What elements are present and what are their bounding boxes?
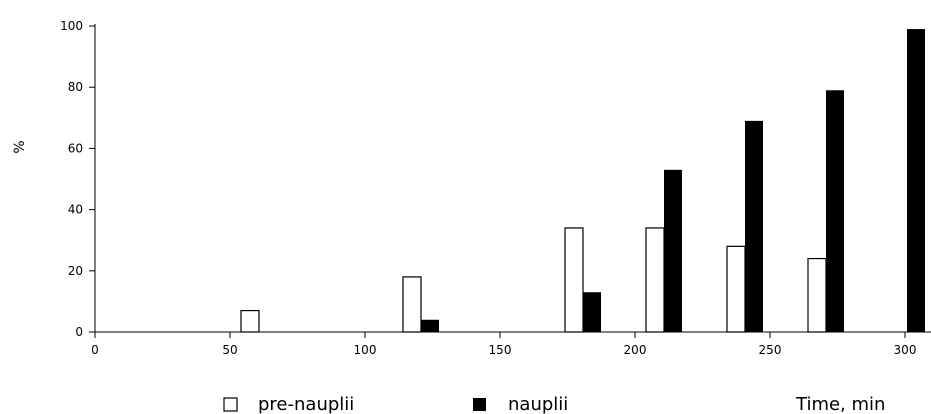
y-tick-label: 0 xyxy=(75,325,83,339)
x-tick-label: 200 xyxy=(624,343,647,357)
bar-pre-nauplii xyxy=(726,245,746,333)
y-tick-label: 80 xyxy=(68,80,83,94)
ticks-group: 0 20 40 60 80 100 0 50 100 150 200 250 300 xyxy=(60,19,916,357)
bar-pre-nauplii xyxy=(564,227,584,333)
legend-swatch-pre-nauplii xyxy=(223,397,238,412)
legend: pre-nauplii nauplii xyxy=(223,394,568,414)
y-axis-title: % xyxy=(12,140,28,153)
y-tick-label: 40 xyxy=(68,203,83,217)
bar-pre-nauplii xyxy=(807,257,827,333)
bar-nauplii xyxy=(907,29,925,333)
bar-pre-nauplii xyxy=(240,309,260,333)
bar-pre-nauplii xyxy=(645,227,665,333)
x-tick-label: 50 xyxy=(222,343,237,357)
y-tick-label: 60 xyxy=(68,141,83,155)
bar-pre-nauplii xyxy=(402,276,422,333)
legend-label-pre-nauplii: pre-nauplii xyxy=(258,394,354,414)
x-tick-label: 100 xyxy=(354,343,377,357)
bar-nauplii xyxy=(421,319,439,332)
legend-label-nauplii: nauplii xyxy=(508,394,568,414)
x-tick-label: 150 xyxy=(489,343,512,357)
bar-nauplii xyxy=(583,292,601,332)
y-tick-label: 20 xyxy=(68,264,83,278)
axes-group xyxy=(94,24,931,333)
x-axis-title: Time, min xyxy=(795,394,885,414)
x-tick-label: 300 xyxy=(894,343,917,357)
legend-swatch-nauplii xyxy=(473,398,486,411)
bar-nauplii xyxy=(745,120,763,332)
bar-nauplii xyxy=(826,90,844,332)
x-tick-label: 0 xyxy=(91,343,99,357)
y-tick-label: 100 xyxy=(60,19,83,33)
bars-group xyxy=(240,29,925,333)
bar-nauplii xyxy=(664,169,682,332)
x-tick-label: 250 xyxy=(759,343,782,357)
